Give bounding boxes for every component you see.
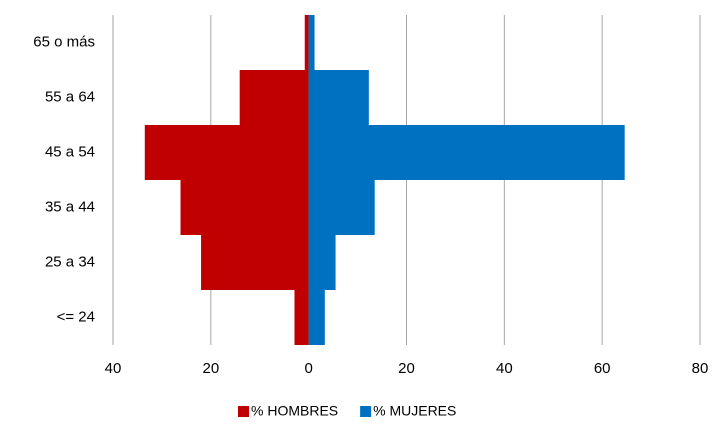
bar: [304, 15, 309, 70]
x-tick-label: 40: [105, 360, 122, 377]
x-tick-label: 80: [692, 360, 709, 377]
bar: [308, 235, 336, 290]
bar: [308, 125, 625, 180]
legend-swatch: [238, 406, 249, 417]
bar: [308, 290, 325, 345]
y-tick-label: 65 o más: [33, 33, 95, 50]
y-tick-label: 25 a 34: [45, 253, 95, 270]
legend-label: % HOMBRES: [251, 403, 338, 419]
x-tick-label: 20: [398, 360, 415, 377]
bar: [144, 125, 309, 180]
bar: [308, 70, 369, 125]
x-tick-label: 60: [594, 360, 611, 377]
bar: [201, 235, 309, 290]
bar: [308, 15, 315, 70]
x-tick-label: 0: [304, 360, 312, 377]
y-tick-label: 55 a 64: [45, 88, 95, 105]
x-tick-label: 40: [496, 360, 513, 377]
x-tick-label: 20: [202, 360, 219, 377]
bar: [294, 290, 309, 345]
legend-swatch: [360, 406, 372, 417]
y-tick-label: 45 a 54: [45, 143, 95, 160]
bar: [239, 70, 309, 125]
bar: [180, 180, 309, 235]
y-tick-label: <= 24: [57, 308, 95, 325]
y-tick-label: 35 a 44: [45, 198, 95, 215]
bar: [308, 180, 375, 235]
legend-label: % MUJERES: [373, 403, 456, 419]
